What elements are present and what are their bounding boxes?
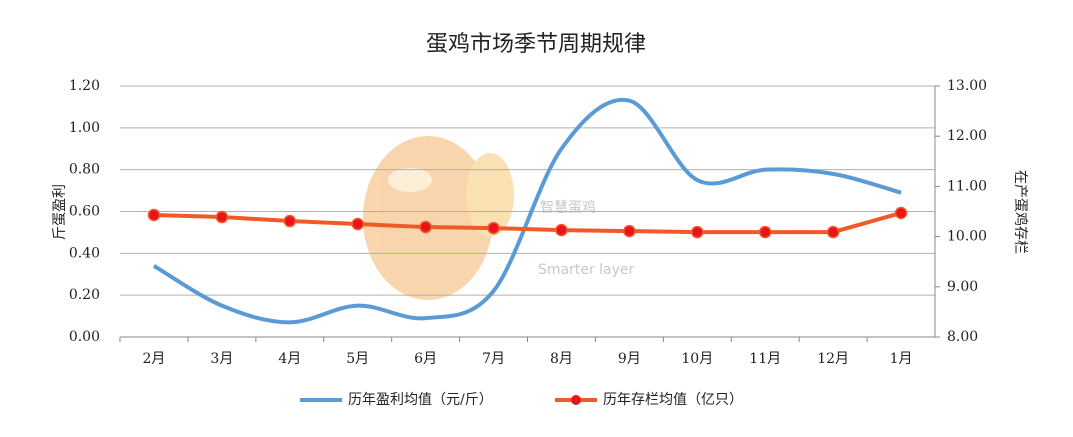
- point-marker: [758, 225, 772, 239]
- y-tick-label: 0.40: [69, 245, 100, 261]
- y-tick-label: 0.00: [69, 329, 100, 345]
- x-tick-label: 6月: [414, 351, 437, 367]
- y-tick-label: 0.20: [69, 287, 100, 303]
- x-tick-label: 7月: [482, 351, 505, 367]
- x-tick-label: 3月: [210, 351, 233, 367]
- y2-axis-label: 在产蛋鸡存栏: [1012, 170, 1029, 254]
- y-tick-label: 0.60: [69, 204, 100, 220]
- y2-tick-label: 10.00: [947, 229, 987, 245]
- point-marker: [351, 217, 364, 231]
- y2-tick-label: 13.00: [947, 78, 987, 94]
- x-tick-label: 4月: [278, 351, 301, 367]
- point-marker: [894, 206, 908, 220]
- point-marker: [283, 214, 297, 228]
- chart-title: 蛋鸡市场季节周期规律: [426, 32, 646, 57]
- series-line: [153, 211, 902, 235]
- point-marker: [419, 220, 432, 234]
- point-marker: [826, 225, 840, 239]
- watermark-sub: Smarter layer: [538, 262, 635, 278]
- legend-label: 历年存栏均值（亿只）: [603, 392, 743, 408]
- point-marker: [691, 225, 704, 239]
- point-marker: [147, 208, 161, 222]
- x-tick-label: 12月: [817, 351, 849, 367]
- legend-label: 历年盈利均值（元/斤）: [348, 392, 493, 408]
- y2-tick-label: 8.00: [947, 329, 978, 345]
- point-marker: [487, 221, 500, 235]
- point-marker: [555, 223, 568, 237]
- legend-marker: [571, 395, 581, 405]
- y-tick-label: 1.00: [69, 120, 100, 136]
- point-marker: [623, 224, 636, 238]
- watermark-logo: [363, 136, 514, 300]
- x-tick-label: 9月: [618, 351, 641, 367]
- y-tick-label: 1.20: [69, 78, 100, 94]
- series-line: [152, 97, 902, 325]
- y2-tick-label: 9.00: [947, 279, 978, 295]
- x-tick-label: 11月: [749, 351, 781, 367]
- y-tick-label: 0.80: [69, 162, 100, 178]
- point-marker: [215, 210, 229, 224]
- x-tick-label: 10月: [681, 351, 713, 367]
- x-tick-label: 2月: [142, 351, 165, 367]
- y2-tick-label: 12.00: [947, 128, 987, 144]
- watermark: 智慧蛋鸡: [540, 199, 596, 216]
- x-tick-label: 5月: [346, 351, 369, 367]
- x-tick-label: 1月: [890, 351, 913, 367]
- y-axis-label: 斤蛋盈利: [52, 184, 68, 240]
- x-tick-label: 8月: [550, 351, 573, 367]
- y2-tick-label: 11.00: [947, 178, 987, 194]
